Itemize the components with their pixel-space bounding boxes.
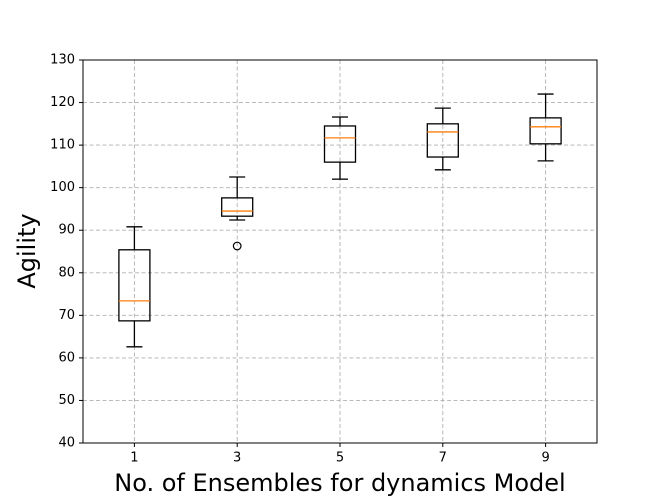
y-tick-label: 70 [58,308,75,323]
y-tick-label: 90 [58,223,75,238]
box [118,249,151,322]
plot-frame [82,59,598,444]
y-tick-label: 40 [58,436,75,451]
x-tick-label: 5 [336,451,344,466]
box [323,125,357,163]
x-axis-label: No. of Ensembles for dynamics Model [114,469,565,497]
x-tick-label: 7 [439,451,447,466]
outlier [232,241,242,251]
y-tick-label: 130 [50,53,75,68]
x-tick-label: 9 [541,451,549,466]
x-tick-label: 1 [130,451,138,466]
y-tick-label: 110 [50,138,75,153]
y-tick-label: 50 [58,393,75,408]
y-tick-label: 100 [50,180,75,195]
y-tick-label: 120 [50,95,75,110]
box [529,117,562,145]
y-tick-label: 60 [58,350,75,365]
x-tick-label: 3 [233,451,241,466]
box [426,123,459,158]
y-tick-label: 80 [58,265,75,280]
y-axis-label: Agility [13,213,41,288]
box [221,197,254,217]
